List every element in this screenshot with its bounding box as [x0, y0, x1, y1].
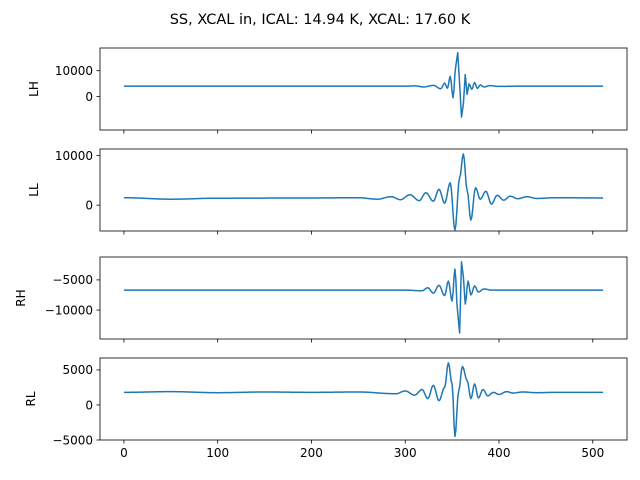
axes-frame: [99, 256, 628, 340]
y-tick-label: −10000: [45, 303, 93, 317]
x-tick-label: 500: [581, 446, 604, 460]
y-tick-label: 5000: [62, 363, 93, 377]
subplot-rh: −10000 −5000 RH: [14, 256, 628, 343]
y-tick-label: −5000: [52, 433, 93, 447]
x-tick-label: 0: [120, 446, 128, 460]
y-axis-label: RL: [24, 391, 38, 406]
y-axis-label: RH: [14, 289, 28, 306]
x-tick-label: 200: [300, 446, 323, 460]
subplot-ll: 0 10000 LL: [27, 148, 628, 235]
y-tick-label: 10000: [55, 64, 93, 78]
subplot-lh: 0 10000 LH: [27, 47, 628, 134]
series-line-rl: [123, 362, 604, 438]
x-tick-label: 400: [488, 446, 511, 460]
y-axis-label: LL: [27, 183, 41, 197]
y-tick-label: 0: [85, 398, 93, 412]
figure-title: SS, XCAL in, ICAL: 14.94 K, XCAL: 17.60 …: [170, 12, 471, 28]
subplot-rl: 0 100 200 300 400 500 −5000 0 5000 RL: [24, 357, 628, 460]
y-tick-label: −5000: [52, 273, 93, 287]
subplots: 0 10000 LH 0 10000 LL −10000 −5000 RH 0 100 200 300 4…: [14, 47, 628, 460]
axes-frame: [99, 47, 628, 131]
series-line-ll: [123, 153, 604, 231]
axes-frame: [99, 357, 628, 441]
y-tick-label: 0: [85, 198, 93, 212]
y-tick-label: 0: [85, 90, 93, 104]
series-line-lh: [123, 51, 604, 118]
y-axis-label: LH: [27, 81, 41, 97]
x-tick-label: 300: [394, 446, 417, 460]
y-tick-label: 10000: [55, 149, 93, 163]
series-line-rh: [123, 261, 604, 334]
x-tick-label: 100: [206, 446, 229, 460]
axes-frame: [99, 148, 628, 232]
